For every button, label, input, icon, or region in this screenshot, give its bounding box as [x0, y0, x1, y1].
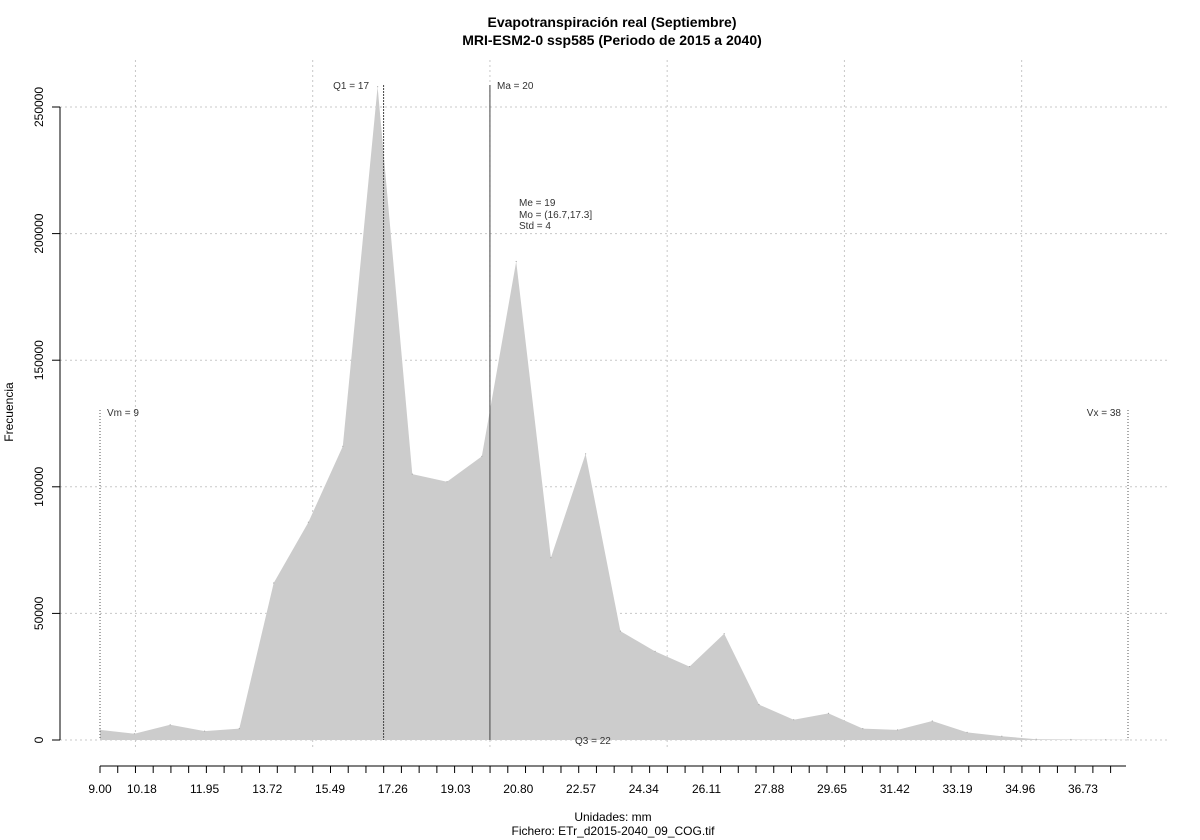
x-tick-label: 13.72: [252, 782, 282, 796]
data-point: [411, 473, 413, 475]
data-point: [550, 557, 552, 559]
data-point: [273, 582, 275, 584]
data-point: [654, 650, 656, 653]
x-tick-label: 33.19: [942, 782, 972, 796]
x-tick-label: 36.73: [1068, 782, 1098, 796]
data-point: [723, 633, 725, 635]
y-tick-label: 250000: [32, 87, 46, 127]
data-point: [446, 481, 448, 483]
x-tick-label: 15.49: [315, 782, 345, 796]
data-point: [307, 521, 309, 523]
data-point: [931, 720, 933, 722]
annotation-vm: Vm = 9: [107, 408, 139, 419]
axis-layer: 9.00 10.18 11.95 13.72 15.49 17.26 19.03 20.80 2…: [32, 87, 1126, 796]
data-point: [1105, 739, 1107, 741]
area-series: [100, 86, 1128, 740]
marker-layer: [99, 85, 1129, 740]
data-point: [169, 724, 171, 726]
x-tick-label: 19.03: [441, 782, 471, 796]
data-point: [99, 729, 101, 731]
data-point: [793, 719, 795, 721]
y-tick-label: 50000: [32, 596, 46, 630]
data-point: [897, 729, 899, 731]
x-axis-title: Unidades: mm: [574, 810, 651, 824]
x-tick-label: 9.00: [88, 782, 112, 796]
data-point: [758, 704, 760, 706]
y-tick-label: 200000: [32, 213, 46, 253]
annotation-q3: Q3 = 22: [575, 736, 611, 747]
annotation-me: Me = 19: [519, 198, 556, 209]
data-point: [827, 712, 830, 715]
x-tick-label: 11.95: [190, 782, 219, 796]
data-point: [966, 731, 968, 734]
data-point: [1127, 739, 1129, 741]
y-tick-label: 150000: [32, 340, 46, 380]
area-layer: [99, 86, 1129, 741]
data-point: [862, 728, 864, 730]
data-point: [481, 455, 483, 457]
y-tick-label: 100000: [32, 466, 46, 506]
annotation-std: Std = 4: [519, 221, 551, 232]
x-tick-label: 31.42: [880, 782, 910, 796]
y-axis-title: Frecuencia: [2, 382, 16, 442]
annotation-vx: Vx = 38: [1087, 408, 1122, 419]
x-tick-label: 34.96: [1005, 782, 1035, 796]
x-tick-label: 20.80: [503, 782, 533, 796]
x-tick-label: 17.26: [378, 782, 408, 796]
data-point: [377, 86, 379, 88]
chart-title: Evapotranspiración real (Septiembre): [488, 14, 737, 30]
x-tick-label: 27.88: [754, 782, 784, 796]
x-tick-label: 10.18: [127, 782, 157, 796]
data-point: [1070, 738, 1072, 741]
data-point: [585, 453, 587, 455]
data-point: [238, 728, 240, 730]
data-point: [515, 260, 517, 263]
annotation-ma: Ma = 20: [497, 81, 534, 92]
annotation-q1: Q1 = 17: [333, 81, 369, 92]
chart-subtitle: MRI-ESM2-0 ssp585 (Periodo de 2015 a 204…: [462, 32, 762, 48]
data-point: [204, 730, 206, 732]
x-tick-label: 29.65: [817, 782, 847, 796]
data-point: [1001, 735, 1003, 737]
data-point: [619, 630, 622, 632]
data-point: [688, 666, 691, 668]
file-caption: Fichero: ETr_d2015-2040_09_COG.tif: [512, 824, 716, 838]
x-tick-label: 26.11: [692, 782, 721, 796]
x-tick-label: 22.57: [566, 782, 596, 796]
x-tick-label: 24.34: [629, 782, 659, 796]
grid: [60, 60, 1170, 750]
data-point: [342, 445, 344, 447]
data-point: [133, 733, 135, 735]
data-point: [1035, 738, 1037, 740]
y-tick-label: 0: [32, 736, 46, 743]
annotation-mo: Mo = (16.7,17.3]: [519, 210, 592, 221]
